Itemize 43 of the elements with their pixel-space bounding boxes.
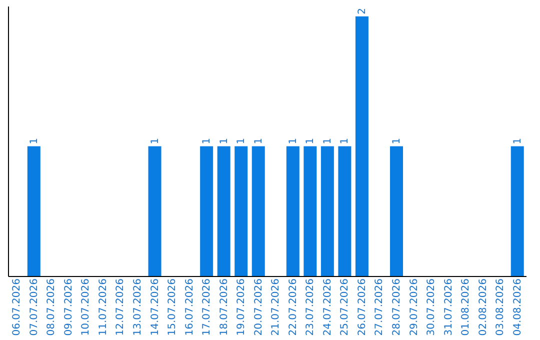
data-label: 1 — [512, 138, 524, 144]
data-label: 2 — [356, 8, 368, 14]
x-tick-label: 30.07.2026 — [426, 278, 438, 336]
x-tick-label: 25.07.2026 — [340, 278, 351, 336]
data-label: 1 — [288, 138, 299, 144]
data-label: 1 — [150, 138, 161, 144]
x-tick-label: 19.07.2026 — [236, 278, 248, 336]
data-label: 1 — [340, 138, 351, 144]
x-tick-label: 11.07.2026 — [98, 278, 109, 336]
data-label: 1 — [392, 138, 402, 144]
x-tick-label: 26.07.2026 — [356, 278, 368, 336]
x-tick-label: 28.07.2026 — [392, 278, 402, 336]
x-tick-label: 22.07.2026 — [288, 278, 299, 336]
x-tick-label: 29.07.2026 — [408, 278, 420, 336]
data-label: 1 — [202, 138, 213, 144]
x-tick-label: 17.07.2026 — [202, 278, 213, 336]
x-tick-label: 12.07.2026 — [115, 278, 126, 336]
x-tick-label: 23.07.2026 — [305, 278, 316, 336]
x-tick-label: 02.08.2026 — [478, 278, 489, 336]
data-label: 1 — [253, 138, 264, 144]
x-tick-label: 08.07.2026 — [46, 278, 58, 336]
x-tick-label: 18.07.2026 — [218, 278, 230, 336]
x-tick-label: 04.08.2026 — [512, 278, 524, 336]
x-tick-label: 13.07.2026 — [132, 278, 144, 336]
data-label: 1 — [236, 138, 248, 144]
data-label: 1 — [322, 138, 334, 144]
x-tick-label: 21.07.2026 — [270, 278, 282, 336]
x-tick-label: 06.07.2026 — [12, 278, 23, 336]
data-label: 1 — [305, 138, 316, 144]
data-label: 1 — [28, 138, 40, 144]
x-tick-label: 15.07.2026 — [167, 278, 178, 336]
x-tick-label: 10.07.2026 — [80, 278, 92, 336]
x-tick-label: 24.07.2026 — [322, 278, 334, 336]
data-label: 1 — [218, 138, 230, 144]
x-tick-label: 20.07.2026 — [253, 278, 264, 336]
x-tick-label: 14.07.2026 — [150, 278, 161, 336]
x-tick-label: 03.08.2026 — [495, 278, 506, 336]
x-tick-label: 27.07.2026 — [374, 278, 386, 336]
x-tick-label: 31.07.2026 — [443, 278, 454, 336]
x-tick-label: 07.07.2026 — [28, 278, 40, 336]
x-tick-label: 16.07.2026 — [184, 278, 196, 336]
x-tick-label: 09.07.2026 — [63, 278, 74, 336]
x-tick-label: 01.08.2026 — [460, 278, 472, 336]
